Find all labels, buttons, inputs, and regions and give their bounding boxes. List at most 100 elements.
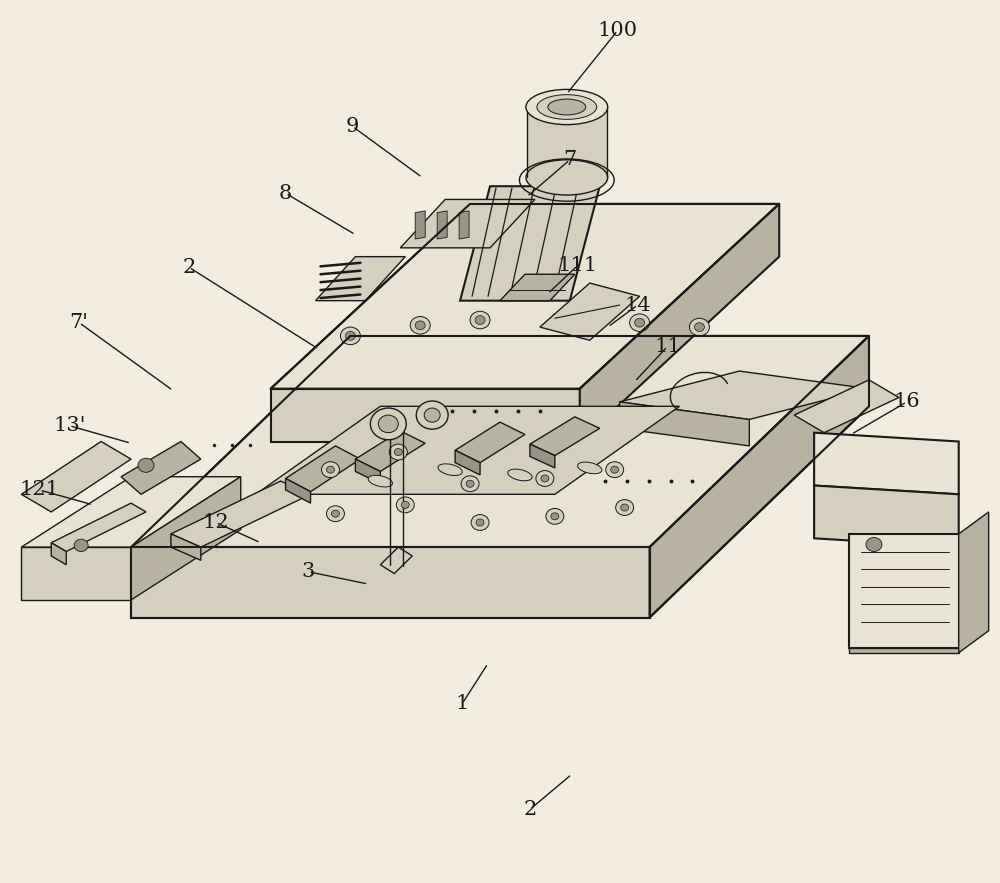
Ellipse shape (526, 89, 608, 125)
Polygon shape (355, 431, 425, 472)
Circle shape (345, 331, 355, 340)
Polygon shape (131, 477, 241, 600)
Polygon shape (51, 543, 66, 565)
Circle shape (424, 408, 440, 422)
Circle shape (326, 466, 334, 473)
Circle shape (606, 462, 624, 478)
Polygon shape (530, 417, 600, 456)
Polygon shape (794, 380, 899, 433)
Circle shape (326, 506, 344, 522)
Text: 121: 121 (19, 480, 59, 500)
Polygon shape (530, 444, 555, 468)
Polygon shape (380, 547, 412, 574)
Ellipse shape (578, 462, 602, 474)
Polygon shape (21, 477, 241, 547)
Polygon shape (51, 503, 146, 552)
Circle shape (340, 327, 360, 344)
Circle shape (466, 480, 474, 487)
Circle shape (541, 475, 549, 482)
Polygon shape (286, 446, 360, 492)
Ellipse shape (508, 469, 532, 480)
Polygon shape (459, 211, 469, 239)
Circle shape (536, 471, 554, 487)
Polygon shape (400, 200, 535, 248)
Polygon shape (286, 479, 311, 503)
Polygon shape (620, 402, 749, 446)
Polygon shape (271, 389, 580, 442)
Polygon shape (527, 107, 607, 177)
Circle shape (74, 540, 88, 552)
Text: 2: 2 (182, 258, 195, 276)
Circle shape (475, 315, 485, 324)
Circle shape (471, 515, 489, 531)
Circle shape (630, 313, 650, 331)
Polygon shape (271, 204, 779, 389)
Polygon shape (171, 534, 201, 561)
Text: 9: 9 (346, 117, 359, 136)
Polygon shape (814, 433, 959, 494)
Circle shape (396, 497, 414, 513)
Polygon shape (131, 336, 869, 547)
Text: 7': 7' (70, 313, 89, 332)
Circle shape (551, 513, 559, 520)
Polygon shape (849, 534, 959, 648)
Circle shape (415, 321, 425, 329)
Polygon shape (650, 336, 869, 617)
Circle shape (401, 502, 409, 509)
Polygon shape (455, 422, 525, 463)
Circle shape (866, 538, 882, 552)
Circle shape (138, 458, 154, 472)
Polygon shape (355, 459, 380, 484)
Text: 11: 11 (654, 337, 681, 356)
Polygon shape (849, 648, 959, 653)
Text: 14: 14 (624, 296, 651, 314)
Polygon shape (256, 406, 680, 494)
Polygon shape (316, 257, 405, 301)
Polygon shape (814, 486, 959, 547)
Text: 100: 100 (598, 21, 638, 40)
Ellipse shape (548, 99, 586, 115)
Polygon shape (455, 450, 480, 475)
Text: 3: 3 (302, 562, 315, 581)
Text: 7: 7 (563, 150, 576, 170)
Circle shape (389, 444, 407, 460)
Circle shape (321, 462, 339, 478)
Text: 13': 13' (53, 416, 85, 435)
Polygon shape (21, 547, 131, 600)
Circle shape (378, 415, 398, 433)
Circle shape (470, 311, 490, 328)
Circle shape (611, 466, 619, 473)
Polygon shape (540, 283, 640, 340)
Polygon shape (131, 547, 650, 617)
Circle shape (394, 449, 402, 456)
Circle shape (616, 500, 634, 516)
Circle shape (331, 510, 339, 517)
Circle shape (546, 509, 564, 525)
Circle shape (461, 476, 479, 492)
Polygon shape (415, 211, 425, 239)
Text: 111: 111 (558, 256, 598, 275)
Text: 2: 2 (523, 800, 537, 819)
Ellipse shape (537, 94, 597, 119)
Polygon shape (460, 186, 600, 301)
Circle shape (370, 408, 406, 440)
Circle shape (621, 504, 629, 511)
Text: 8: 8 (279, 184, 292, 203)
Circle shape (635, 318, 645, 327)
Ellipse shape (438, 464, 462, 476)
Circle shape (689, 318, 709, 336)
Circle shape (476, 519, 484, 526)
Polygon shape (171, 481, 311, 547)
Ellipse shape (526, 160, 608, 195)
Ellipse shape (368, 475, 392, 487)
Polygon shape (959, 512, 989, 653)
Polygon shape (580, 204, 779, 442)
Polygon shape (500, 275, 575, 301)
Circle shape (694, 322, 704, 331)
Text: 12: 12 (202, 513, 229, 532)
Polygon shape (437, 211, 447, 239)
Polygon shape (620, 371, 869, 419)
Polygon shape (121, 442, 201, 494)
Text: 1: 1 (455, 694, 469, 713)
Circle shape (416, 401, 448, 429)
